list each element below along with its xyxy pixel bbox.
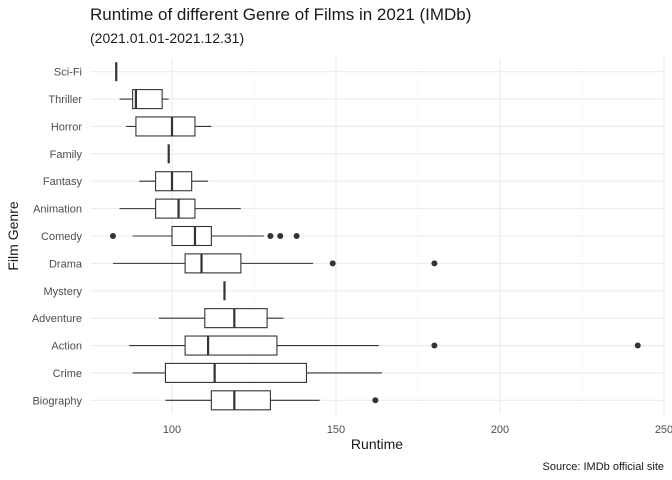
y-axis-title: Film Genre [5,201,21,270]
y-tick-label: Comedy [41,231,82,243]
iqr-box [210,390,271,411]
box-adventure [158,308,284,329]
y-tick-label: Biography [32,395,82,407]
iqr-box [184,253,242,274]
iqr-box [184,335,278,356]
x-tick-labels: 100 150 200 250 [163,424,672,436]
iqr-box [135,116,196,137]
y-tick-label: Thriller [48,94,82,106]
iqr-box [171,225,212,247]
box-horror [126,116,212,137]
box-crime [132,362,382,383]
iqr-box [164,362,308,383]
outlier-point [372,397,379,404]
box-comedy [109,225,300,247]
x-tick-label: 200 [491,424,509,436]
y-tick-label: Crime [53,368,82,380]
x-tick-label: 150 [327,424,345,436]
y-tick-label: Animation [33,204,82,216]
box-thriller [119,89,169,110]
iqr-box [204,308,268,329]
y-tick-label: Fantasy [43,176,83,188]
y-tick-label: Action [51,341,82,353]
y-tick-label: Family [50,149,83,161]
box-biography [165,390,379,411]
y-tick-label: Mystery [44,286,83,298]
y-tick-label: Horror [51,121,83,133]
outlier-point [431,260,438,267]
box-animation [119,198,241,219]
chart-caption: Source: IMDb official site [543,461,664,473]
box-fantasy [139,171,209,192]
iqr-box [132,89,163,110]
y-tick-label: Drama [49,258,83,270]
outlier-point [109,233,116,239]
box-action [129,335,641,356]
y-tick-labels: Sci-Fi Thriller Horror Family Fantasy Animati… [32,67,83,408]
x-tick-label: 250 [655,424,672,436]
iqr-box [155,198,196,219]
x-tick-label: 100 [163,424,181,436]
x-axis-title: Runtime [351,436,403,452]
y-tick-label: Adventure [32,313,82,325]
chart-title: Runtime of different Genre of Films in 2… [90,5,471,24]
outlier-point [431,342,438,349]
boxes [109,62,641,411]
box-drama [112,253,438,274]
outlier-point [293,233,300,239]
outlier-point [277,233,284,239]
iqr-box [155,171,193,192]
outlier-point [329,260,336,267]
y-tick-label: Sci-Fi [54,67,82,79]
outlier-point [267,233,274,239]
chart-subtitle: (2021.01.01-2021.12.31) [90,30,244,46]
outlier-point [634,342,641,349]
